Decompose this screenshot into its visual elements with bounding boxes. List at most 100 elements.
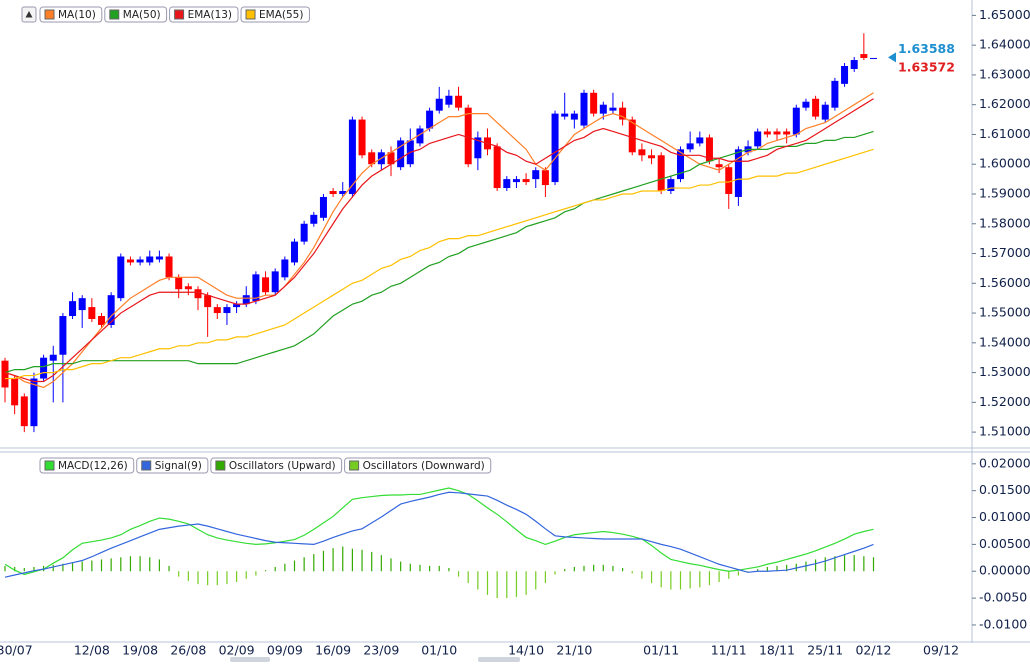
candle-body	[532, 170, 540, 180]
y-tick-label: 1.64000	[979, 37, 1030, 52]
candle-body	[570, 113, 578, 120]
candle-body	[561, 113, 569, 117]
y-tick-label: 1.57000	[979, 245, 1030, 260]
histogram-bar	[4, 565, 6, 572]
legend-box	[240, 6, 310, 23]
histogram-bar	[429, 565, 431, 572]
candle-body	[1, 360, 9, 388]
scrollbar[interactable]	[230, 657, 270, 662]
legend-box	[344, 457, 492, 474]
histogram-bar	[400, 561, 402, 572]
legend-box	[169, 6, 239, 23]
histogram-bar	[776, 565, 778, 572]
histogram-bar	[477, 571, 479, 590]
histogram-bar	[670, 571, 672, 590]
y-tick-label: 1.52000	[979, 394, 1030, 409]
legend-item[interactable]: Oscillators (Downward)	[344, 457, 492, 474]
x-tick-label: 18/11	[759, 643, 795, 658]
histogram-bar	[342, 546, 344, 572]
candle-body	[792, 107, 800, 135]
histogram-bar	[564, 569, 566, 572]
candle-body	[252, 274, 260, 302]
candle-body	[725, 167, 733, 194]
candle-body	[677, 149, 684, 180]
legend-item[interactable]: EMA(13)	[169, 6, 239, 23]
legend-item[interactable]: MACD(12,26)	[39, 457, 135, 474]
histogram-bar	[264, 570, 267, 572]
histogram-bar	[110, 558, 112, 572]
histogram-bar	[679, 571, 682, 590]
price-label: 1.63572	[898, 59, 955, 74]
legend-item[interactable]: EMA(55)	[240, 6, 310, 23]
histogram-bar	[158, 559, 160, 572]
legend-swatch	[245, 9, 256, 20]
histogram-bar	[699, 571, 701, 588]
candle-body	[310, 214, 318, 224]
legend-item[interactable]: Signal(9)	[136, 457, 209, 474]
histogram-bar	[81, 561, 83, 572]
x-tick-label: 30/07	[0, 643, 33, 658]
legend-item[interactable]: MA(50)	[104, 6, 168, 23]
histogram-bar	[486, 571, 489, 595]
histogram-bar	[641, 571, 643, 579]
scrollbar[interactable]	[478, 657, 520, 662]
x-tick-label: 26/08	[170, 643, 206, 658]
histogram-bar	[71, 562, 74, 572]
histogram-bar	[332, 548, 334, 572]
candle-body	[783, 131, 791, 135]
y-tick-label: 1.56000	[979, 275, 1030, 290]
collapse-icon	[25, 11, 33, 18]
x-tick-label: 01/10	[421, 643, 457, 658]
candle-body	[551, 113, 559, 183]
candle-body	[11, 378, 19, 406]
candle-body	[619, 107, 627, 120]
histogram-bar	[91, 560, 93, 572]
histogram-bar	[843, 555, 846, 572]
candle-body	[184, 286, 192, 290]
candle-body	[773, 131, 781, 135]
y-tick-label: 0.02000	[979, 455, 1030, 470]
histogram-bar	[303, 557, 305, 572]
candle-body	[329, 191, 337, 194]
candle-body	[522, 179, 530, 183]
legend-box	[39, 457, 135, 474]
histogram-bar	[728, 571, 730, 579]
y-tick-label: 1.59000	[979, 185, 1030, 200]
histogram-bar	[419, 564, 421, 572]
histogram-bar	[467, 571, 469, 584]
line-series	[4, 487, 874, 576]
y-tick-label: -0.0100	[979, 616, 1027, 631]
histogram-bar	[834, 556, 836, 572]
histogram-bar	[197, 571, 199, 585]
histogram-bar	[207, 571, 209, 586]
line-series	[4, 98, 874, 383]
candle-body	[98, 316, 105, 325]
histogram-bar	[650, 571, 653, 584]
line-series	[4, 491, 874, 578]
legend-item[interactable]: Oscillators (Upward)	[210, 457, 343, 474]
candle-body	[667, 179, 675, 192]
legend-item[interactable]: MA(10)	[39, 6, 103, 23]
legend-swatch	[215, 460, 226, 471]
histogram-bar	[129, 556, 132, 572]
candle-body	[20, 396, 28, 427]
candle-body	[696, 137, 704, 144]
histogram-bar	[226, 571, 228, 585]
candle-body	[715, 164, 723, 168]
candle-body	[59, 316, 67, 355]
candle-body	[291, 241, 298, 263]
histogram-bar	[33, 566, 35, 572]
y-tick-label: 1.62000	[979, 96, 1030, 111]
histogram-bar	[786, 564, 788, 572]
candle-body	[435, 98, 443, 111]
histogram-bar	[390, 558, 392, 572]
histogram-bar	[815, 559, 817, 572]
candle-body	[580, 92, 588, 126]
candle-body	[107, 295, 115, 325]
candle-body	[204, 295, 212, 308]
line-series	[5, 148, 874, 380]
histogram-bar	[535, 571, 537, 590]
histogram-bar	[245, 571, 247, 579]
histogram-bar	[689, 571, 691, 589]
